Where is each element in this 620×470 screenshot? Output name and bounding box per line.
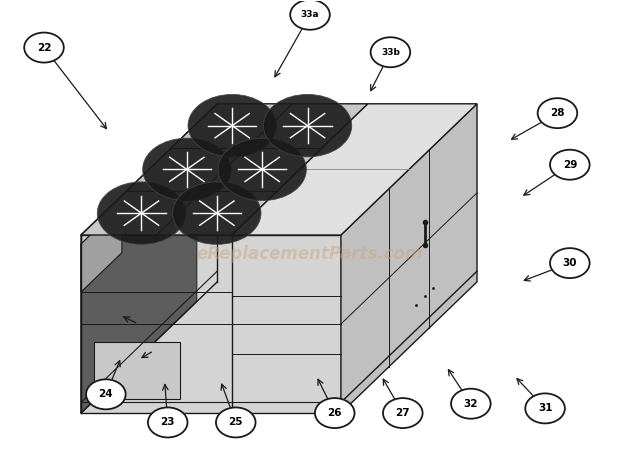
Text: 27: 27 (396, 408, 410, 418)
Text: 31: 31 (538, 403, 552, 414)
Circle shape (383, 398, 423, 428)
Polygon shape (81, 235, 341, 413)
Circle shape (451, 389, 490, 419)
Circle shape (525, 393, 565, 423)
Text: 25: 25 (229, 417, 243, 427)
Text: 22: 22 (37, 43, 51, 53)
Circle shape (24, 32, 64, 63)
Circle shape (315, 398, 355, 428)
Circle shape (290, 0, 330, 30)
Circle shape (371, 37, 410, 67)
Text: 26: 26 (327, 408, 342, 418)
Polygon shape (341, 104, 477, 413)
Polygon shape (81, 104, 368, 235)
Circle shape (216, 407, 255, 438)
Text: 28: 28 (550, 108, 565, 118)
Polygon shape (232, 104, 477, 235)
Ellipse shape (264, 94, 352, 157)
Text: 24: 24 (99, 389, 113, 400)
Polygon shape (81, 204, 122, 292)
Polygon shape (81, 104, 217, 413)
Ellipse shape (143, 138, 231, 201)
Ellipse shape (172, 182, 261, 244)
Text: eReplacementParts.com: eReplacementParts.com (197, 245, 423, 263)
Circle shape (550, 248, 590, 278)
Circle shape (148, 407, 187, 438)
Ellipse shape (218, 138, 306, 201)
Text: 33b: 33b (381, 48, 400, 57)
Text: 30: 30 (562, 258, 577, 268)
Text: 23: 23 (161, 417, 175, 427)
Polygon shape (81, 186, 197, 413)
Ellipse shape (97, 182, 185, 244)
Text: 33a: 33a (301, 10, 319, 19)
Circle shape (550, 150, 590, 180)
Circle shape (538, 98, 577, 128)
Text: 32: 32 (464, 399, 478, 409)
Ellipse shape (188, 94, 277, 157)
Text: 29: 29 (562, 160, 577, 170)
Circle shape (86, 379, 126, 409)
Polygon shape (94, 342, 180, 399)
